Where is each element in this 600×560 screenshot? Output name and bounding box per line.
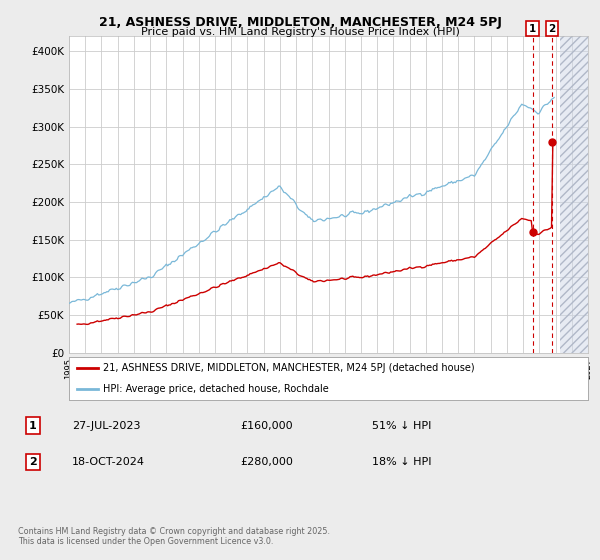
Text: HPI: Average price, detached house, Rochdale: HPI: Average price, detached house, Roch… [103, 385, 328, 394]
Bar [560, 36, 600, 353]
Text: 21, ASHNESS DRIVE, MIDDLETON, MANCHESTER, M24 5PJ (detached house): 21, ASHNESS DRIVE, MIDDLETON, MANCHESTER… [103, 363, 475, 372]
Text: Contains HM Land Registry data © Crown copyright and database right 2025.
This d: Contains HM Land Registry data © Crown c… [18, 526, 330, 546]
Text: 21, ASHNESS DRIVE, MIDDLETON, MANCHESTER, M24 5PJ: 21, ASHNESS DRIVE, MIDDLETON, MANCHESTER… [98, 16, 502, 29]
Text: 27-JUL-2023: 27-JUL-2023 [72, 421, 140, 431]
Text: £160,000: £160,000 [240, 421, 293, 431]
Text: 51% ↓ HPI: 51% ↓ HPI [372, 421, 431, 431]
Text: 1: 1 [529, 24, 536, 34]
Text: Price paid vs. HM Land Registry's House Price Index (HPI): Price paid vs. HM Land Registry's House … [140, 27, 460, 37]
Text: 2: 2 [548, 24, 556, 34]
Text: 18-OCT-2024: 18-OCT-2024 [72, 457, 145, 467]
Text: 1: 1 [29, 421, 37, 431]
Bar [560, 36, 600, 353]
Text: 18% ↓ HPI: 18% ↓ HPI [372, 457, 431, 467]
Text: 2: 2 [29, 457, 37, 467]
Text: £280,000: £280,000 [240, 457, 293, 467]
